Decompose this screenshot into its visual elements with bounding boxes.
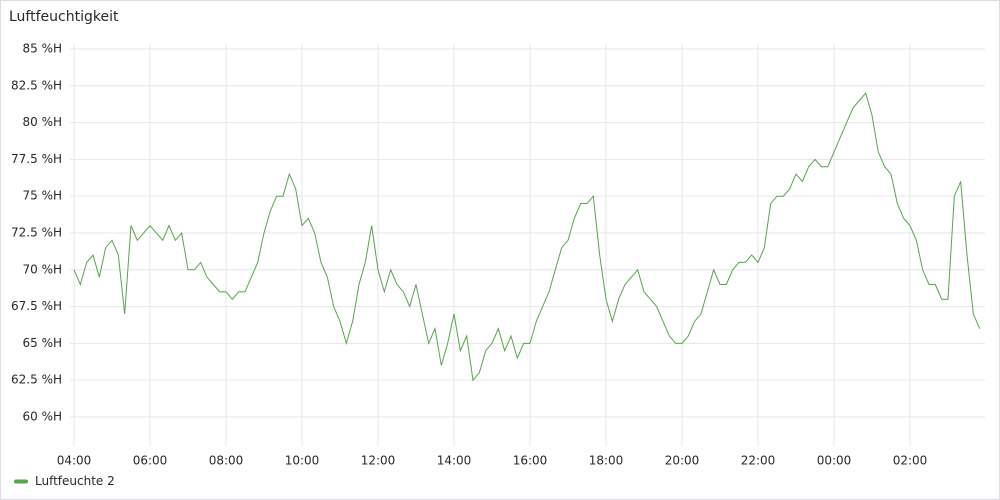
y-tick-label: 72.5 %H xyxy=(11,225,62,239)
x-tick-label: 12:00 xyxy=(361,454,396,468)
y-tick-label: 70 %H xyxy=(22,262,62,276)
x-tick-label: 22:00 xyxy=(741,454,776,468)
x-tick-label: 18:00 xyxy=(589,454,624,468)
series-line xyxy=(73,92,981,382)
legend-label: Luftfeuchte 2 xyxy=(35,474,115,488)
x-tick-label: 06:00 xyxy=(133,454,168,468)
y-tick-label: 60 %H xyxy=(22,409,62,423)
x-tick-label: 16:00 xyxy=(513,454,548,468)
y-tick-label: 75 %H xyxy=(22,189,62,203)
x-tick-label: 00:00 xyxy=(817,454,852,468)
y-tick-label: 67.5 %H xyxy=(11,299,62,313)
legend-swatch xyxy=(14,479,28,484)
x-tick-label: 14:00 xyxy=(437,454,472,468)
panel-title: Luftfeuchtigkeit xyxy=(9,9,119,25)
x-tick-label: 04:00 xyxy=(57,454,92,468)
y-tick-label: 80 %H xyxy=(22,115,62,129)
y-tick-label: 77.5 %H xyxy=(11,152,62,166)
x-tick-label: 08:00 xyxy=(209,454,244,468)
y-tick-label: 82.5 %H xyxy=(11,78,62,92)
y-tick-label: 85 %H xyxy=(22,42,62,56)
y-tick-label: 65 %H xyxy=(22,336,62,350)
x-tick-label: 20:00 xyxy=(665,454,700,468)
y-tick-label: 62.5 %H xyxy=(11,373,62,387)
x-tick-label: 02:00 xyxy=(893,454,928,468)
x-tick-label: 10:00 xyxy=(285,454,320,468)
